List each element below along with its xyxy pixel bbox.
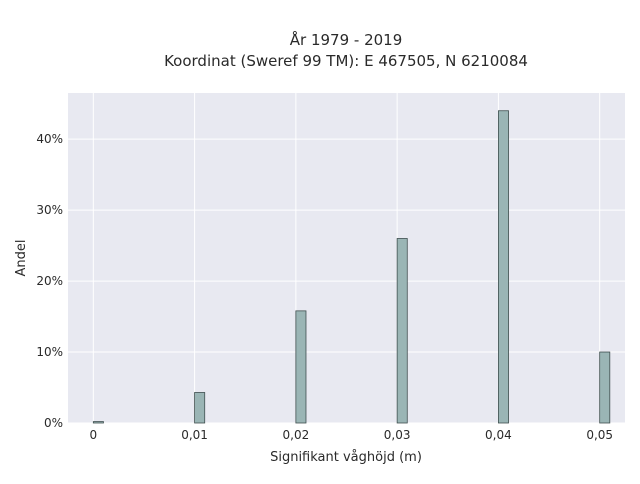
bar (194, 392, 206, 424)
bar (599, 351, 611, 424)
bar (295, 310, 307, 424)
y-tick-labels: 0% 10% 20% 30% 40% (36, 132, 63, 430)
x-tick-label: 0,03 (384, 428, 411, 442)
x-tick-label: 0,01 (181, 428, 208, 442)
x-tick-label: 0,02 (283, 428, 310, 442)
y-tick-label: 30% (36, 203, 63, 217)
bar (498, 110, 509, 424)
bar-layer (92, 110, 611, 424)
y-tick-label: 20% (36, 274, 63, 288)
bar (396, 238, 408, 424)
y-axis-title: Andel (14, 240, 29, 277)
plot-area (68, 93, 625, 423)
x-axis-title: Signifikant våghöjd (m) (270, 450, 422, 465)
bar (92, 421, 104, 424)
x-tick-label: 0 (89, 428, 97, 442)
x-tick-label: 0,04 (485, 428, 512, 442)
chart-title-line-1: År 1979 - 2019 (290, 30, 403, 49)
x-tick-label: 0,05 (586, 428, 613, 442)
y-tick-label: 10% (36, 345, 63, 359)
chart-title-line-2: Koordinat (Sweref 99 TM): E 467505, N 62… (164, 52, 528, 70)
y-tick-label: 0% (44, 416, 63, 430)
y-tick-label: 40% (36, 132, 63, 146)
x-tick-labels: 0 0,01 0,02 0,03 0,04 0,05 (89, 428, 613, 442)
